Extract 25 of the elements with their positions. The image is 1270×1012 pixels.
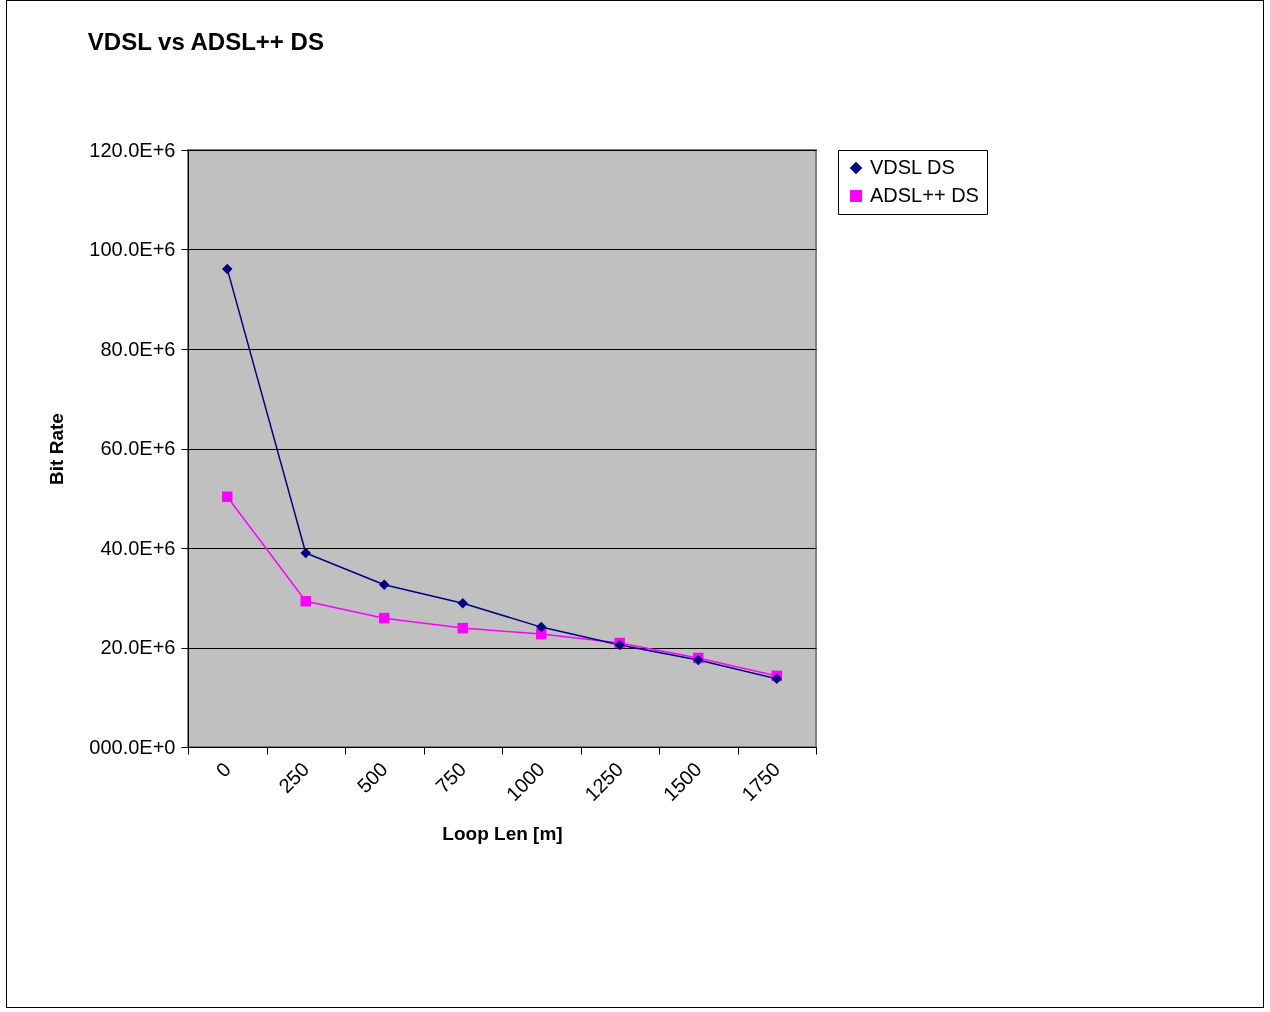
point (457, 622, 468, 634)
x-tick-label: 750 (431, 758, 471, 798)
point (222, 491, 233, 502)
point (300, 595, 311, 607)
y-tick-label: 120.0E+6 (89, 138, 176, 161)
y-tick-label: 20.0E+6 (100, 636, 176, 658)
y-tick-label: 000.0E+0 (89, 735, 176, 758)
y-tick-label: 60.0E+6 (100, 437, 176, 459)
y-tick-label: 80.0E+6 (100, 337, 176, 360)
point (379, 579, 390, 591)
legend-label: ADSL++ DS (870, 184, 979, 206)
x-tick-label: 250 (274, 758, 314, 798)
x-tick-label: 0 (211, 758, 235, 782)
point (300, 547, 311, 559)
point (457, 597, 468, 609)
point (379, 612, 390, 624)
point (536, 621, 547, 633)
x-axis-title: Loop Len [m] (442, 823, 563, 845)
y-axis-title: Bit Rate (46, 413, 68, 485)
chart-title: VDSL vs ADSL++ DS (87, 28, 324, 55)
point (222, 263, 233, 275)
y-tick-label: 40.0E+6 (100, 536, 176, 559)
legend-label: VDSL DS (870, 156, 955, 178)
y-tick-label: 100.0E+6 (89, 238, 176, 260)
x-tick-label: 500 (352, 758, 392, 798)
